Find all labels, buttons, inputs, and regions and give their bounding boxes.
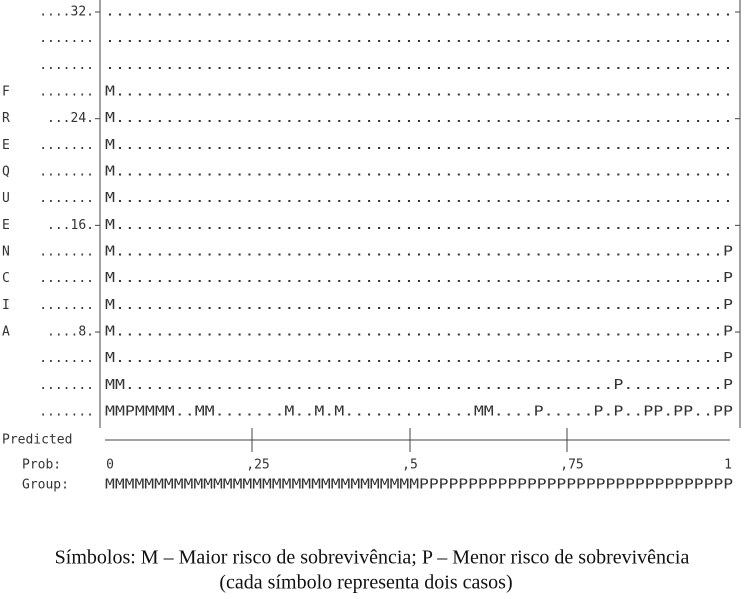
prob-label: Prob: xyxy=(22,458,61,473)
row-gutter: ....... xyxy=(39,271,94,286)
axis-letter: A xyxy=(2,325,10,340)
prob-tick-label: ,75 xyxy=(560,458,583,473)
row-gutter: ....32. xyxy=(39,5,94,20)
row-gutter: ...24. xyxy=(47,111,94,126)
row-gutter: ....... xyxy=(39,31,94,46)
row-plot: M.......................................… xyxy=(105,218,733,233)
row-gutter: ....... xyxy=(39,351,94,366)
row-plot: M.......................................… xyxy=(105,298,733,313)
axis-letter: N xyxy=(2,245,10,260)
row-gutter: ....... xyxy=(39,165,94,180)
row-plot: M.......................................… xyxy=(105,325,733,340)
row-gutter: ....... xyxy=(39,245,94,260)
row-gutter: ....... xyxy=(39,85,94,100)
group-label: Group: xyxy=(22,478,69,493)
row-plot: ........................................… xyxy=(105,5,733,20)
row-plot: M.......................................… xyxy=(105,138,733,153)
row-gutter: ...16. xyxy=(47,218,94,233)
axis-letter: I xyxy=(2,298,10,313)
row-plot: M.......................................… xyxy=(105,165,733,180)
axis-letter: C xyxy=(2,271,10,286)
row-plot: MM......................................… xyxy=(105,378,733,393)
predicted-label: Predicted xyxy=(2,433,72,448)
row-gutter: ....... xyxy=(39,298,94,313)
axis-letter: E xyxy=(2,218,10,233)
row-plot: M.......................................… xyxy=(105,351,733,366)
row-gutter: ....... xyxy=(39,58,94,73)
row-gutter: ....8. xyxy=(47,325,94,340)
row-gutter: ....... xyxy=(39,378,94,393)
axis-letter: Q xyxy=(2,165,10,180)
row-plot: M.......................................… xyxy=(105,271,733,286)
prob-tick-label: 0 xyxy=(106,458,114,473)
row-gutter: ....... xyxy=(39,191,94,206)
caption-line: Símbolos: M – Maior risco de sobrevivênc… xyxy=(55,547,690,569)
axis-letter: U xyxy=(2,191,10,206)
row-plot: ........................................… xyxy=(105,31,733,46)
row-plot: MMPMMMM..MM.......M..M.M.............MM.… xyxy=(105,405,733,420)
row-plot: M.......................................… xyxy=(105,245,733,260)
group-string: MMMMMMMMMMMMMMMMMMMMMMMMMMMMMMMMPPPPPPPP… xyxy=(105,478,733,493)
prob-tick-label: ,5 xyxy=(402,458,418,473)
row-plot: M.......................................… xyxy=(105,191,733,206)
row-gutter: ....... xyxy=(39,138,94,153)
axis-letter: F xyxy=(2,85,10,100)
caption-line: (cada símbolo representa dois casos) xyxy=(219,572,512,594)
row-gutter: ....... xyxy=(39,405,94,420)
prob-tick-label: 1 xyxy=(724,458,732,473)
axis-letter: R xyxy=(2,111,10,126)
row-plot: M.......................................… xyxy=(105,111,733,126)
prob-tick-label: ,25 xyxy=(246,458,269,473)
row-plot: M.......................................… xyxy=(105,85,733,100)
row-plot: ........................................… xyxy=(105,58,733,73)
axis-letter: E xyxy=(2,138,10,153)
